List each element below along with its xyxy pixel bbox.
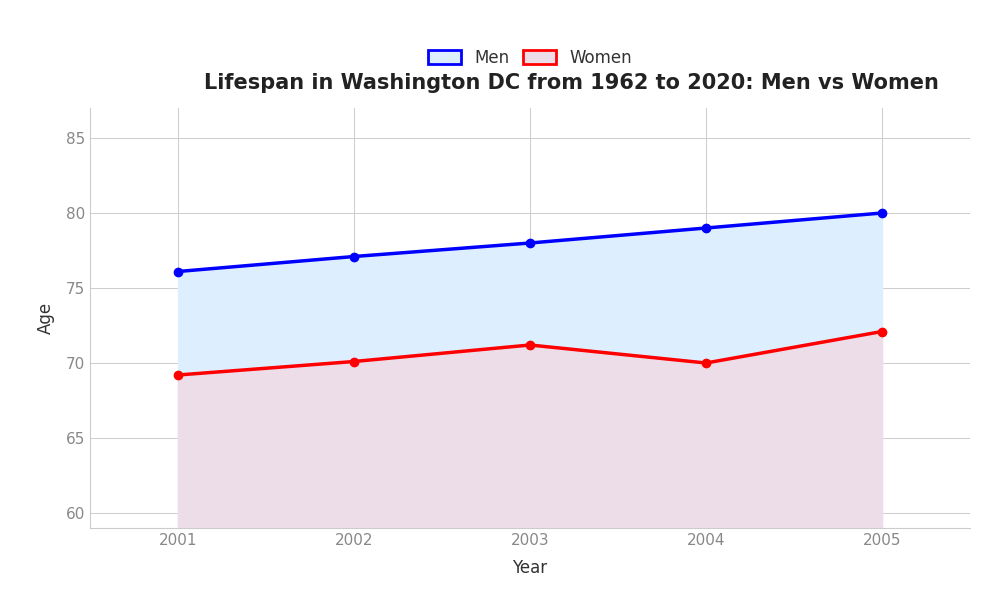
Men bbox=[700, 224, 712, 232]
Line: Men: Men bbox=[174, 209, 886, 275]
X-axis label: Year: Year bbox=[512, 559, 548, 577]
Women bbox=[524, 341, 536, 349]
Men bbox=[172, 268, 184, 275]
Legend: Men, Women: Men, Women bbox=[419, 41, 641, 76]
Men bbox=[876, 209, 888, 217]
Women bbox=[348, 358, 360, 365]
Men bbox=[524, 239, 536, 247]
Men bbox=[348, 253, 360, 260]
Text: Lifespan in Washington DC from 1962 to 2020: Men vs Women: Lifespan in Washington DC from 1962 to 2… bbox=[204, 73, 939, 92]
Women bbox=[172, 371, 184, 379]
Women bbox=[700, 359, 712, 367]
Women bbox=[876, 328, 888, 335]
Line: Women: Women bbox=[174, 328, 886, 379]
Y-axis label: Age: Age bbox=[37, 302, 55, 334]
